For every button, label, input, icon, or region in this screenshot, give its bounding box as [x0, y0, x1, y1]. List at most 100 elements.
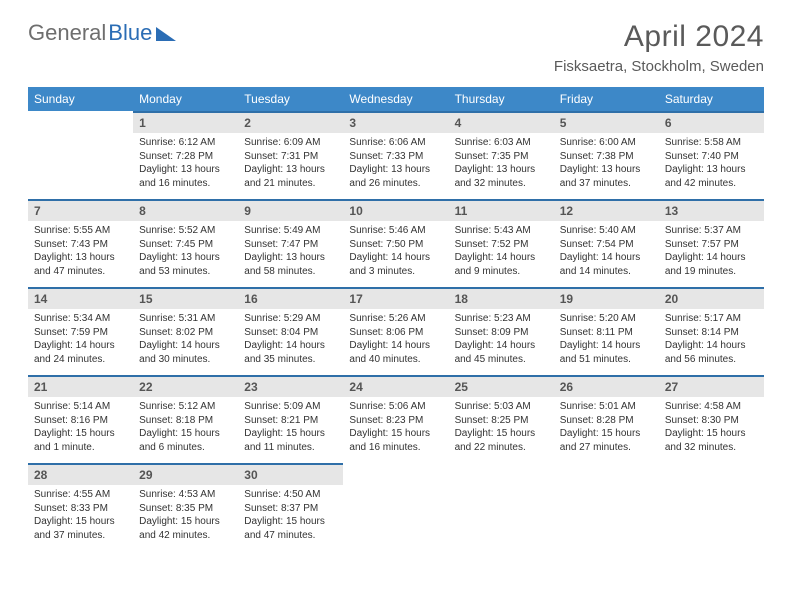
day-header: Wednesday [343, 87, 448, 111]
calendar-row: 1Sunrise: 6:12 AMSunset: 7:28 PMDaylight… [28, 111, 764, 199]
calendar-row: 28Sunrise: 4:55 AMSunset: 8:33 PMDayligh… [28, 463, 764, 551]
day-number: 12 [554, 199, 659, 221]
sunrise-text: Sunrise: 4:55 AM [34, 488, 127, 502]
sunrise-text: Sunrise: 5:43 AM [455, 224, 548, 238]
daylight-text: Daylight: 13 hours and 47 minutes. [34, 251, 127, 278]
calendar-cell [659, 463, 764, 551]
day-number: 11 [449, 199, 554, 221]
daylight-text: Daylight: 13 hours and 53 minutes. [139, 251, 232, 278]
calendar-cell: 2Sunrise: 6:09 AMSunset: 7:31 PMDaylight… [238, 111, 343, 199]
day-body: Sunrise: 5:23 AMSunset: 8:09 PMDaylight:… [449, 309, 554, 372]
day-number: 29 [133, 463, 238, 485]
sunrise-text: Sunrise: 5:49 AM [244, 224, 337, 238]
day-body: Sunrise: 6:03 AMSunset: 7:35 PMDaylight:… [449, 133, 554, 196]
calendar-cell: 11 Sunrise: 5:43 AMSunset: 7:52 PMDayligh… [449, 199, 554, 287]
sunset-text: Sunset: 8:33 PM [34, 502, 127, 516]
sunset-text: Sunset: 8:35 PM [139, 502, 232, 516]
day-body: Sunrise: 4:55 AMSunset: 8:33 PMDaylight:… [28, 485, 133, 548]
calendar-cell [554, 463, 659, 551]
sunrise-text: Sunrise: 5:23 AM [455, 312, 548, 326]
sunrise-text: Sunrise: 4:58 AM [665, 400, 758, 414]
daylight-text: Daylight: 13 hours and 21 minutes. [244, 163, 337, 190]
day-number: 14 [28, 287, 133, 309]
location-label: Fisksaetra, Stockholm, Sweden [554, 58, 764, 75]
sunrise-text: Sunrise: 6:00 AM [560, 136, 653, 150]
calendar-cell: 26Sunrise: 5:01 AMSunset: 8:28 PMDayligh… [554, 375, 659, 463]
daylight-text: Daylight: 14 hours and 19 minutes. [665, 251, 758, 278]
day-body: Sunrise: 4:58 AMSunset: 8:30 PMDaylight:… [659, 397, 764, 460]
sunset-text: Sunset: 8:04 PM [244, 326, 337, 340]
sunset-text: Sunset: 7:57 PM [665, 238, 758, 252]
sunset-text: Sunset: 7:52 PM [455, 238, 548, 252]
calendar-cell: 23Sunrise: 5:09 AMSunset: 8:21 PMDayligh… [238, 375, 343, 463]
daylight-text: Daylight: 14 hours and 56 minutes. [665, 339, 758, 366]
day-header: Sunday [28, 87, 133, 111]
day-body: Sunrise: 6:00 AMSunset: 7:38 PMDaylight:… [554, 133, 659, 196]
calendar-cell: 7Sunrise: 5:55 AMSunset: 7:43 PMDaylight… [28, 199, 133, 287]
calendar-cell: 28Sunrise: 4:55 AMSunset: 8:33 PMDayligh… [28, 463, 133, 551]
logo-mark-icon [156, 27, 176, 41]
day-body: Sunrise: 5:31 AMSunset: 8:02 PMDaylight:… [133, 309, 238, 372]
sunrise-text: Sunrise: 5:26 AM [349, 312, 442, 326]
day-body: Sunrise: 5:46 AMSunset: 7:50 PMDaylight:… [343, 221, 448, 284]
daylight-text: Daylight: 15 hours and 42 minutes. [139, 515, 232, 542]
day-number: 2 [238, 111, 343, 133]
sunrise-text: Sunrise: 5:46 AM [349, 224, 442, 238]
day-number: 6 [659, 111, 764, 133]
header: GeneralBlue April 2024 Fisksaetra, Stock… [28, 20, 764, 75]
daylight-text: Daylight: 14 hours and 9 minutes. [455, 251, 548, 278]
calendar-row: 14Sunrise: 5:34 AMSunset: 7:59 PMDayligh… [28, 287, 764, 375]
calendar-cell: 6 Sunrise: 5:58 AMSunset: 7:40 PMDaylight… [659, 111, 764, 199]
day-header: Saturday [659, 87, 764, 111]
day-number: 27 [659, 375, 764, 397]
sunset-text: Sunset: 8:18 PM [139, 414, 232, 428]
calendar-cell: 21Sunrise: 5:14 AMSunset: 8:16 PMDayligh… [28, 375, 133, 463]
day-body: Sunrise: 5:55 AMSunset: 7:43 PMDaylight:… [28, 221, 133, 284]
sunset-text: Sunset: 7:45 PM [139, 238, 232, 252]
day-number: 25 [449, 375, 554, 397]
calendar-cell: 1Sunrise: 6:12 AMSunset: 7:28 PMDaylight… [133, 111, 238, 199]
daylight-text: Daylight: 15 hours and 16 minutes. [349, 427, 442, 454]
day-number: 10 [343, 199, 448, 221]
calendar-table: Sunday Monday Tuesday Wednesday Thursday… [28, 87, 764, 551]
daylight-text: Daylight: 13 hours and 16 minutes. [139, 163, 232, 190]
daylight-text: Daylight: 13 hours and 26 minutes. [349, 163, 442, 190]
calendar-cell: 20Sunrise: 5:17 AMSunset: 8:14 PMDayligh… [659, 287, 764, 375]
daylight-text: Daylight: 15 hours and 32 minutes. [665, 427, 758, 454]
daylight-text: Daylight: 13 hours and 42 minutes. [665, 163, 758, 190]
calendar-cell: 3Sunrise: 6:06 AMSunset: 7:33 PMDaylight… [343, 111, 448, 199]
day-header: Monday [133, 87, 238, 111]
sunrise-text: Sunrise: 5:58 AM [665, 136, 758, 150]
calendar-cell: 15Sunrise: 5:31 AMSunset: 8:02 PMDayligh… [133, 287, 238, 375]
sunrise-text: Sunrise: 5:40 AM [560, 224, 653, 238]
calendar-cell: 19Sunrise: 5:20 AMSunset: 8:11 PMDayligh… [554, 287, 659, 375]
calendar-cell [343, 463, 448, 551]
sunset-text: Sunset: 8:37 PM [244, 502, 337, 516]
daylight-text: Daylight: 13 hours and 58 minutes. [244, 251, 337, 278]
sunset-text: Sunset: 7:54 PM [560, 238, 653, 252]
daylight-text: Daylight: 15 hours and 47 minutes. [244, 515, 337, 542]
day-number: 24 [343, 375, 448, 397]
day-number: 16 [238, 287, 343, 309]
sunset-text: Sunset: 8:09 PM [455, 326, 548, 340]
sunrise-text: Sunrise: 5:37 AM [665, 224, 758, 238]
sunset-text: Sunset: 7:40 PM [665, 150, 758, 164]
sunrise-text: Sunrise: 5:29 AM [244, 312, 337, 326]
daylight-text: Daylight: 15 hours and 11 minutes. [244, 427, 337, 454]
sunrise-text: Sunrise: 5:34 AM [34, 312, 127, 326]
daylight-text: Daylight: 15 hours and 6 minutes. [139, 427, 232, 454]
calendar-cell: 30Sunrise: 4:50 AMSunset: 8:37 PMDayligh… [238, 463, 343, 551]
calendar-cell [28, 111, 133, 199]
day-number: 30 [238, 463, 343, 485]
day-body: Sunrise: 4:53 AMSunset: 8:35 PMDaylight:… [133, 485, 238, 548]
day-number: 5 [554, 111, 659, 133]
calendar-cell: 12Sunrise: 5:40 AMSunset: 7:54 PMDayligh… [554, 199, 659, 287]
calendar-cell: 4Sunrise: 6:03 AMSunset: 7:35 PMDaylight… [449, 111, 554, 199]
day-body: Sunrise: 5:40 AMSunset: 7:54 PMDaylight:… [554, 221, 659, 284]
sunset-text: Sunset: 8:11 PM [560, 326, 653, 340]
day-body: Sunrise: 5:52 AMSunset: 7:45 PMDaylight:… [133, 221, 238, 284]
day-body: Sunrise: 5:17 AMSunset: 8:14 PMDaylight:… [659, 309, 764, 372]
day-body: Sunrise: 6:09 AMSunset: 7:31 PMDaylight:… [238, 133, 343, 196]
calendar-row: 7Sunrise: 5:55 AMSunset: 7:43 PMDaylight… [28, 199, 764, 287]
sunset-text: Sunset: 8:23 PM [349, 414, 442, 428]
